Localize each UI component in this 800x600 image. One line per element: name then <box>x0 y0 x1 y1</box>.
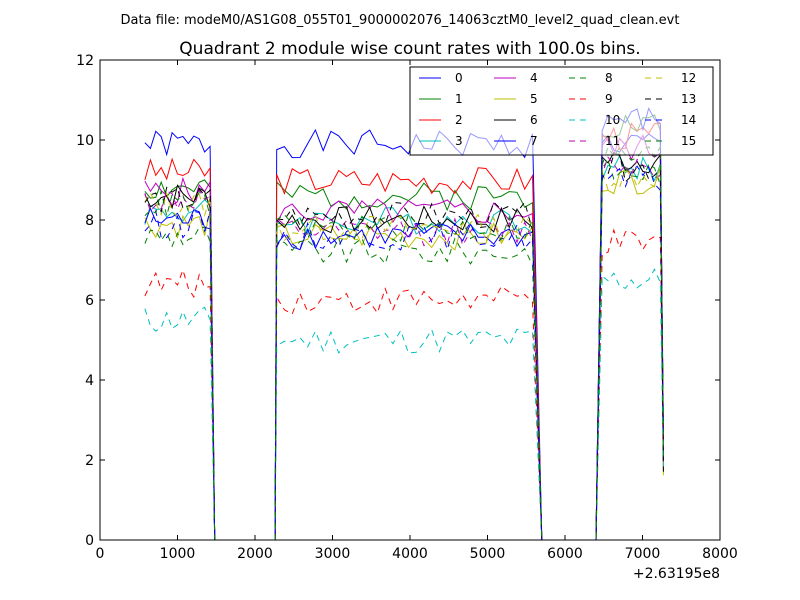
chart-title: Quadrant 2 module wise count rates with … <box>179 39 640 59</box>
x-tick-label: 7000 <box>625 546 661 562</box>
series-line-7 <box>144 107 664 541</box>
legend-label-11: 11 <box>605 134 620 148</box>
y-tick-label: 10 <box>76 133 94 149</box>
legend-label-1: 1 <box>455 92 463 106</box>
series-line-12 <box>144 168 664 541</box>
y-tick-label: 12 <box>76 53 94 69</box>
legend-frame <box>409 66 714 156</box>
legend-label-12: 12 <box>681 71 696 85</box>
legend-label-6: 6 <box>530 113 538 127</box>
x-axis-offset-label: +2.63195e8 <box>633 566 720 582</box>
y-tick-label: 4 <box>85 373 94 389</box>
series-line-1 <box>144 114 664 541</box>
y-tick-label: 8 <box>85 213 94 229</box>
axis-ticks <box>99 59 721 541</box>
series-line-6 <box>144 152 664 541</box>
y-tick-label: 6 <box>85 293 94 309</box>
x-tick-label: 4000 <box>392 546 428 562</box>
x-tick-label: 6000 <box>547 546 583 562</box>
legend-label-5: 5 <box>530 92 538 106</box>
series-line-13 <box>144 153 664 541</box>
legend-label-8: 8 <box>605 71 613 85</box>
x-tick-label: 1000 <box>160 546 196 562</box>
legend-label-3: 3 <box>455 134 463 148</box>
chart-suptitle: Data file: modeM0/AS1G08_055T01_90000020… <box>121 13 680 28</box>
x-axis-tick-labels: 0 1000 2000 3000 4000 5000 6000 7000 8000 <box>96 546 738 562</box>
legend-label-10: 10 <box>605 113 620 127</box>
x-tick-label: 5000 <box>470 546 506 562</box>
series-line-9 <box>144 228 664 541</box>
legend-label-9: 9 <box>605 92 613 106</box>
series-line-10 <box>144 268 664 541</box>
legend-label-4: 4 <box>530 71 538 85</box>
x-tick-label: 3000 <box>315 546 351 562</box>
series-line-2 <box>144 122 664 541</box>
x-tick-label: 8000 <box>702 546 738 562</box>
y-tick-label: 0 <box>85 533 94 549</box>
legend-label-14: 14 <box>681 113 696 127</box>
y-tick-label: 2 <box>85 453 94 469</box>
series-line-0 <box>144 128 664 541</box>
series-line-5 <box>144 165 664 541</box>
series-line-14 <box>144 165 664 541</box>
x-tick-label: 2000 <box>237 546 273 562</box>
legend-label-15: 15 <box>681 134 696 148</box>
legend-label-13: 13 <box>681 92 696 106</box>
y-axis-tick-labels: 0 2 4 6 8 10 12 <box>76 53 94 549</box>
series-line-3 <box>144 154 664 541</box>
legend-label-0: 0 <box>455 71 463 85</box>
series-line-4 <box>144 134 664 541</box>
plot-lines <box>144 107 664 541</box>
legend-label-7: 7 <box>530 134 538 148</box>
series-line-11 <box>144 156 664 541</box>
x-tick-label: 0 <box>96 546 105 562</box>
legend-label-2: 2 <box>455 113 463 127</box>
